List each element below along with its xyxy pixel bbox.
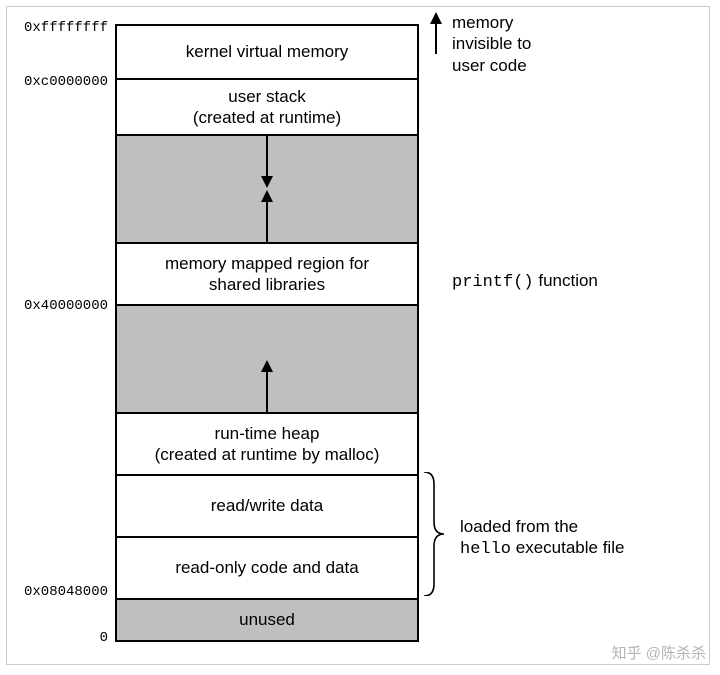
- seg-gap4: [117, 360, 417, 414]
- addr-c0000000: 0xc0000000: [4, 74, 108, 90]
- seg-rwdata: read/write data: [117, 476, 417, 538]
- seg-gap1: [117, 136, 417, 190]
- seg-rodata: read-only code and data: [117, 538, 417, 600]
- annot-kernel-l3: user code: [452, 55, 531, 76]
- arrow-heap-up: [261, 360, 273, 412]
- seg-gap3: [117, 306, 417, 360]
- addr-40000000: 0x40000000: [4, 298, 108, 314]
- annot-kernel: memory invisible to user code: [452, 12, 531, 76]
- seg-heap: run-time heap (created at runtime by mal…: [117, 414, 417, 476]
- seg-mmap: memory mapped region for shared librarie…: [117, 244, 417, 306]
- seg-kernel: kernel virtual memory: [117, 26, 417, 80]
- seg-stack-label1: user stack: [228, 86, 305, 107]
- seg-mmap-label1: memory mapped region for: [165, 253, 369, 274]
- annot-loaded-rest: executable file: [511, 538, 624, 557]
- arrow-top-external: [430, 12, 442, 54]
- addr-08048000: 0x08048000: [4, 584, 108, 600]
- seg-unused: unused: [117, 600, 417, 642]
- annot-printf-rest: function: [534, 271, 598, 290]
- seg-rodata-label: read-only code and data: [175, 557, 358, 578]
- annot-kernel-l2: invisible to: [452, 33, 531, 54]
- brace-loaded: [422, 472, 446, 596]
- addr-ffffffff: 0xffffffff: [4, 20, 108, 36]
- arrow-stack-down: [261, 136, 273, 188]
- seg-unused-label: unused: [239, 609, 295, 630]
- seg-stack-label2: (created at runtime): [193, 107, 341, 128]
- seg-gap2: [117, 190, 417, 244]
- seg-heap-label2: (created at runtime by malloc): [155, 444, 380, 465]
- annot-loaded-mono: hello: [460, 540, 511, 559]
- annot-loaded-l1: loaded from the: [460, 516, 624, 537]
- annot-loaded: loaded from the hello executable file: [460, 516, 624, 561]
- annot-kernel-l1: memory: [452, 12, 531, 33]
- watermark: 知乎 @陈杀杀: [612, 642, 706, 663]
- seg-rwdata-label: read/write data: [211, 495, 323, 516]
- addr-0: 0: [4, 630, 108, 646]
- seg-stack: user stack (created at runtime): [117, 80, 417, 136]
- annot-printf-mono: printf(): [452, 273, 534, 292]
- arrow-mmap-up: [261, 190, 273, 242]
- annot-printf: printf() function: [452, 270, 598, 293]
- seg-heap-label1: run-time heap: [215, 423, 320, 444]
- memory-layout-diagram: kernel virtual memory user stack (create…: [115, 24, 419, 642]
- seg-mmap-label2: shared libraries: [209, 274, 325, 295]
- seg-kernel-label: kernel virtual memory: [186, 41, 349, 62]
